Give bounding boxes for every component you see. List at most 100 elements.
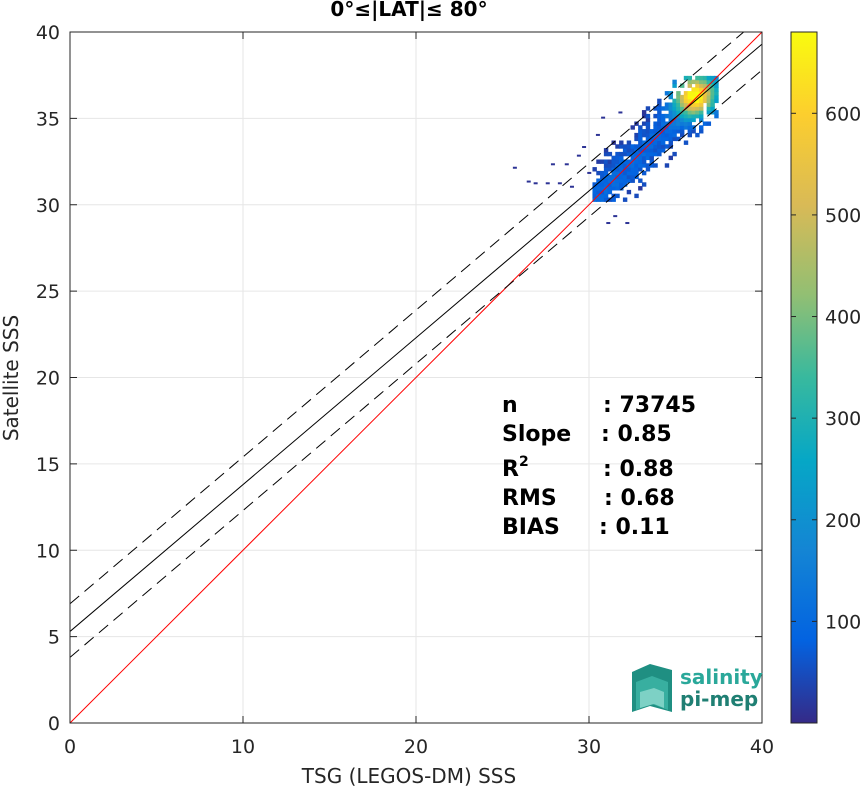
- density-cell: [687, 117, 693, 123]
- density-cell: [622, 144, 628, 149]
- density-cell: [638, 178, 643, 183]
- density-cell: [626, 174, 632, 180]
- density-cell: [626, 167, 632, 172]
- density-cell: [664, 91, 670, 96]
- x-tick-label: 40: [750, 736, 774, 758]
- density-cell: [611, 197, 616, 202]
- density-cell: [634, 170, 639, 176]
- density-cell: [638, 186, 643, 191]
- density-cell: [603, 148, 609, 153]
- density-cell: [587, 171, 592, 174]
- density-cell: [645, 106, 651, 111]
- density-cell: [706, 98, 712, 104]
- density-cell: [702, 121, 708, 126]
- density-cell: [649, 136, 654, 142]
- density-cell: [660, 117, 666, 123]
- density-cell: [714, 87, 719, 92]
- density-cell: [619, 174, 624, 180]
- density-cell: [706, 110, 712, 115]
- logo-wave-icon: [632, 664, 672, 712]
- density-cell: [641, 151, 647, 157]
- density-cell: [626, 140, 632, 145]
- density-cell: [679, 121, 685, 126]
- density-cell: [687, 91, 693, 96]
- density-cell: [668, 106, 673, 111]
- density-cell: [618, 111, 623, 114]
- density-cell: [676, 121, 681, 126]
- density-cell: [596, 159, 601, 164]
- density-cell: [683, 140, 689, 145]
- density-cell: [641, 113, 647, 119]
- density-cell: [634, 193, 639, 199]
- density-cell: [630, 167, 635, 172]
- density-cell: [687, 98, 693, 104]
- density-cell: [714, 94, 719, 100]
- density-cell: [634, 132, 639, 138]
- density-cell: [664, 102, 670, 107]
- density-cell: [619, 140, 624, 145]
- density-cell: [653, 125, 658, 130]
- density-cell: [672, 110, 677, 115]
- density-cell: [699, 106, 704, 111]
- y-tick-label: 20: [36, 368, 60, 390]
- colorbar-tick-label: 100: [825, 611, 861, 633]
- density-cell: [653, 148, 658, 153]
- density-cell: [641, 170, 647, 176]
- density-cell: [695, 98, 700, 104]
- density-cell: [695, 91, 700, 96]
- density-cell: [596, 182, 601, 187]
- density-cell: [683, 117, 689, 123]
- density-cell: [634, 144, 639, 149]
- density-cell: [672, 151, 677, 157]
- density-cell: [626, 189, 632, 195]
- density-cell: [679, 94, 685, 100]
- density-cell: [683, 91, 689, 96]
- density-cell: [679, 117, 685, 123]
- density-cell: [638, 167, 643, 172]
- density-cell: [619, 163, 624, 168]
- density-cell: [600, 182, 605, 187]
- density-cell: [634, 167, 639, 172]
- density-cell: [687, 121, 693, 126]
- density-cell: [569, 185, 574, 188]
- density-cell: [660, 132, 666, 138]
- density-cell: [626, 159, 632, 164]
- density-cell: [679, 83, 685, 88]
- density-cell: [657, 117, 662, 123]
- density-cell: [645, 163, 651, 168]
- logo-line1: salinity: [680, 665, 763, 689]
- density-cell: [545, 182, 550, 185]
- density-cell: [641, 159, 647, 164]
- density-cell: [564, 163, 569, 166]
- density-cell: [613, 215, 618, 218]
- density-cell: [683, 113, 689, 119]
- density-cell: [622, 151, 628, 157]
- density-cell: [668, 113, 673, 119]
- density-cell: [672, 113, 677, 119]
- density-cell: [660, 136, 666, 142]
- y-tick-label: 40: [36, 22, 60, 44]
- chart-title: 0°≤|LAT|≤ 80°: [330, 0, 487, 21]
- density-cell: [638, 129, 643, 134]
- density-cell: [596, 197, 601, 202]
- stat-n-label: n: [502, 393, 518, 418]
- density-cell: [660, 121, 666, 126]
- density-cell: [668, 102, 673, 107]
- density-cell: [668, 155, 673, 161]
- density-cell: [611, 170, 616, 176]
- density-cell: [657, 110, 662, 115]
- density-cell: [615, 178, 620, 183]
- fit-lines: [70, 32, 762, 723]
- density-cell: [702, 98, 708, 104]
- colorbar-tick-label: 400: [825, 307, 861, 329]
- colorbar-tick-label: 500: [825, 205, 861, 227]
- density-cell: [645, 129, 651, 134]
- density-cell: [699, 125, 704, 130]
- density-cell: [691, 91, 696, 96]
- density-cell: [695, 87, 700, 92]
- density-cell: [619, 159, 624, 164]
- density-cell: [664, 113, 670, 119]
- density-cell: [687, 125, 693, 130]
- density-cell: [622, 148, 628, 153]
- density-cell: [672, 83, 677, 88]
